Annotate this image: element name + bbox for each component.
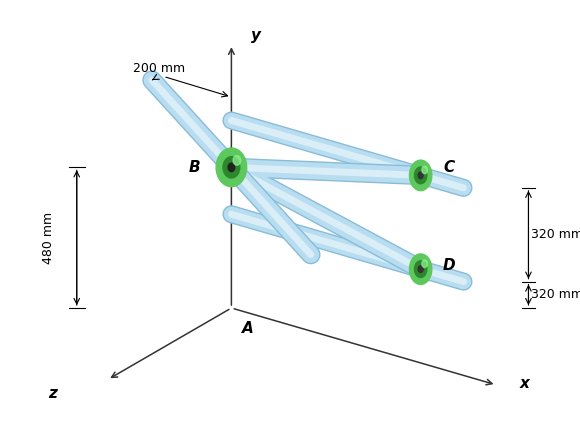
Ellipse shape (409, 254, 432, 284)
Text: 320 mm: 320 mm (531, 288, 580, 301)
Text: 200 mm: 200 mm (133, 62, 185, 75)
Ellipse shape (422, 260, 427, 268)
Text: z: z (48, 386, 57, 401)
Ellipse shape (216, 148, 246, 187)
Ellipse shape (409, 160, 432, 191)
Text: 320 mm: 320 mm (531, 228, 580, 241)
Ellipse shape (418, 172, 423, 179)
Text: x: x (520, 376, 530, 391)
Text: B: B (189, 160, 201, 175)
Ellipse shape (223, 157, 240, 178)
Text: y: y (251, 28, 261, 43)
Text: A: A (242, 321, 253, 336)
Ellipse shape (233, 156, 241, 165)
Ellipse shape (415, 167, 427, 184)
Ellipse shape (415, 261, 427, 277)
Ellipse shape (228, 163, 235, 172)
Ellipse shape (418, 266, 423, 273)
Ellipse shape (422, 166, 427, 174)
Text: 480 mm: 480 mm (42, 212, 55, 264)
Text: D: D (443, 258, 455, 273)
Text: C: C (444, 160, 455, 175)
